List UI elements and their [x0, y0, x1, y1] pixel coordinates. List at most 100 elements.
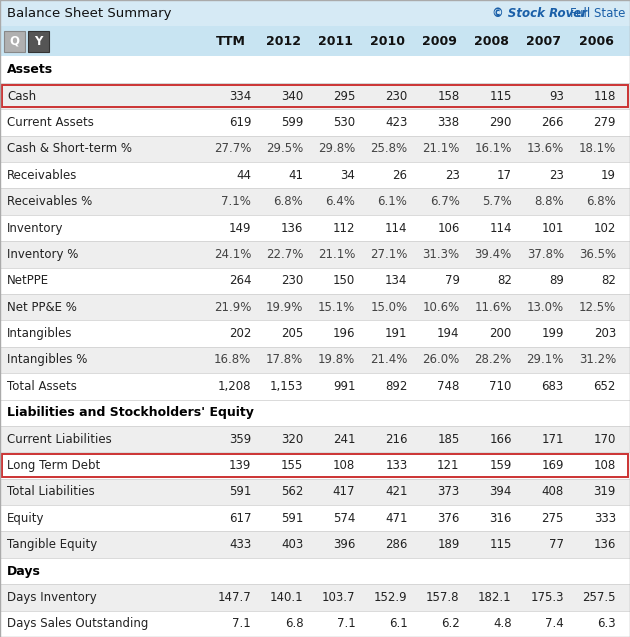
Bar [0, 347, 630, 373]
Bar [0, 0, 630, 27]
Text: Liabilities and Stockholders' Equity: Liabilities and Stockholders' Equity [7, 406, 254, 419]
Text: 23: 23 [445, 169, 460, 182]
Text: 150: 150 [333, 275, 355, 287]
Text: 7.4: 7.4 [545, 617, 564, 630]
Bar [0, 611, 630, 637]
Text: Cash: Cash [7, 90, 36, 103]
Text: 18.1%: 18.1% [579, 142, 616, 155]
Bar [0, 373, 630, 399]
Text: 12.5%: 12.5% [579, 301, 616, 313]
Text: 340: 340 [281, 90, 303, 103]
Text: 19: 19 [601, 169, 616, 182]
Text: 316: 316 [490, 512, 512, 525]
Text: Receivables: Receivables [7, 169, 77, 182]
Text: 241: 241 [333, 433, 355, 446]
Text: 26: 26 [392, 169, 408, 182]
Text: 562: 562 [281, 485, 303, 498]
Text: 266: 266 [541, 116, 564, 129]
Text: Assets: Assets [7, 63, 53, 76]
Text: 599: 599 [281, 116, 303, 129]
Text: 21.9%: 21.9% [214, 301, 251, 313]
Text: 21.1%: 21.1% [422, 142, 460, 155]
Text: Total Liabilities: Total Liabilities [7, 485, 94, 498]
Text: 115: 115 [490, 538, 512, 551]
Text: 82: 82 [601, 275, 616, 287]
Text: 157.8: 157.8 [426, 591, 460, 604]
Text: 15.1%: 15.1% [318, 301, 355, 313]
Text: 140.1: 140.1 [270, 591, 303, 604]
Bar [2, 85, 628, 108]
Text: 8.8%: 8.8% [534, 195, 564, 208]
Text: 13.0%: 13.0% [527, 301, 564, 313]
Bar [0, 57, 630, 83]
Text: 892: 892 [385, 380, 408, 393]
Text: 147.7: 147.7 [217, 591, 251, 604]
Text: 121: 121 [437, 459, 460, 472]
Text: 394: 394 [490, 485, 512, 498]
Text: Days: Days [7, 564, 41, 578]
Text: 24.1%: 24.1% [214, 248, 251, 261]
Text: 31.3%: 31.3% [423, 248, 460, 261]
Bar [2, 454, 628, 477]
Text: 115: 115 [490, 90, 512, 103]
Text: NetPPE: NetPPE [7, 275, 49, 287]
Bar [0, 399, 630, 426]
Text: 2009: 2009 [422, 35, 457, 48]
Text: 205: 205 [281, 327, 303, 340]
Text: 421: 421 [385, 485, 408, 498]
Bar [0, 27, 630, 57]
Text: 2012: 2012 [266, 35, 301, 48]
Text: Equity: Equity [7, 512, 45, 525]
Text: 189: 189 [437, 538, 460, 551]
Text: 6.8%: 6.8% [587, 195, 616, 208]
Text: 26.0%: 26.0% [422, 354, 460, 366]
Text: 396: 396 [333, 538, 355, 551]
Text: 203: 203 [593, 327, 616, 340]
Text: Inventory %: Inventory % [7, 248, 78, 261]
Text: 333: 333 [594, 512, 616, 525]
Text: 29.5%: 29.5% [266, 142, 303, 155]
Bar [0, 584, 630, 611]
Text: 286: 286 [385, 538, 408, 551]
Text: 403: 403 [281, 538, 303, 551]
Text: Current Liabilities: Current Liabilities [7, 433, 112, 446]
Text: Days Inventory: Days Inventory [7, 591, 97, 604]
Text: 6.1: 6.1 [389, 617, 408, 630]
Text: 433: 433 [229, 538, 251, 551]
Text: 39.4%: 39.4% [474, 248, 512, 261]
Text: 28.2%: 28.2% [474, 354, 512, 366]
Text: Net PP&E %: Net PP&E % [7, 301, 77, 313]
Text: 710: 710 [490, 380, 512, 393]
Text: 6.8: 6.8 [285, 617, 303, 630]
Text: 279: 279 [593, 116, 616, 129]
Bar [0, 558, 630, 584]
Text: 118: 118 [593, 90, 616, 103]
Text: 79: 79 [445, 275, 460, 287]
Text: 4.8: 4.8 [493, 617, 512, 630]
Text: 6.8%: 6.8% [273, 195, 303, 208]
Text: Intangibles %: Intangibles % [7, 354, 88, 366]
Bar [0, 478, 630, 505]
Text: 133: 133 [386, 459, 408, 472]
Text: 530: 530 [333, 116, 355, 129]
Text: 175.3: 175.3 [530, 591, 564, 604]
Bar [0, 320, 630, 347]
Text: 82: 82 [497, 275, 512, 287]
Text: 16.8%: 16.8% [214, 354, 251, 366]
Text: 108: 108 [333, 459, 355, 472]
Text: 77: 77 [549, 538, 564, 551]
Text: 6.1%: 6.1% [377, 195, 408, 208]
Text: 25.8%: 25.8% [370, 142, 408, 155]
Text: Total Assets: Total Assets [7, 380, 77, 393]
Text: 171: 171 [541, 433, 564, 446]
Text: Q: Q [9, 35, 20, 48]
Text: 44: 44 [236, 169, 251, 182]
Text: 200: 200 [490, 327, 512, 340]
Text: 169: 169 [541, 459, 564, 472]
Text: 290: 290 [490, 116, 512, 129]
Text: 21.4%: 21.4% [370, 354, 408, 366]
Text: Y: Y [34, 35, 43, 48]
Text: 408: 408 [542, 485, 564, 498]
Text: 158: 158 [437, 90, 460, 103]
Text: 13.6%: 13.6% [527, 142, 564, 155]
